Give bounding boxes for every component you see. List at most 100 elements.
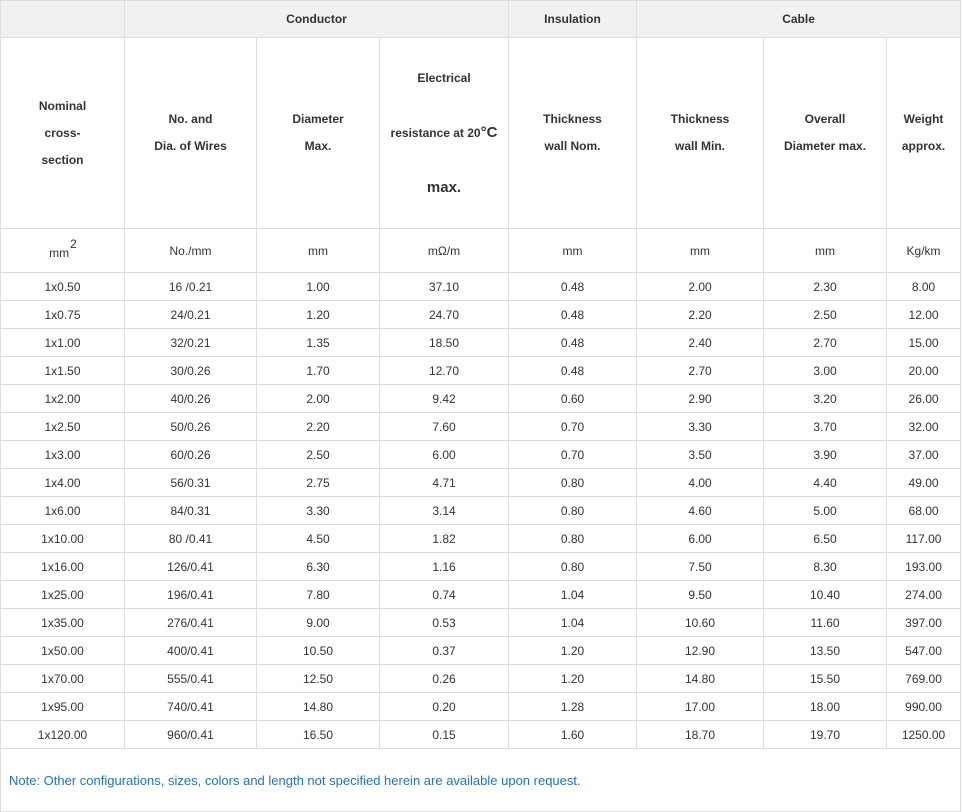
table-cell: 1x25.00 [0, 580, 125, 609]
electrical-resistance-line2: resistance at 20°C [390, 124, 498, 141]
table-cell: 400/0.41 [124, 636, 257, 665]
table-cell: 276/0.41 [124, 608, 257, 637]
table-cell: 6.50 [763, 524, 888, 553]
table-cell: 1x4.00 [0, 468, 125, 497]
table-cell: 1x10.00 [0, 524, 125, 553]
table-cell: 12.90 [636, 636, 765, 665]
table-row: 1x1.00 32/0.21 1.35 18.50 0.48 2.40 2.70 15.00 [0, 328, 962, 357]
table-cell: 16.50 [256, 720, 380, 749]
table-cell: 1x2.00 [0, 384, 125, 413]
table-cell: 1x120.00 [0, 720, 125, 749]
table-cell: 32.00 [886, 412, 962, 441]
table-cell: 2.30 [763, 272, 888, 301]
table-cell: 740/0.41 [124, 692, 257, 721]
table-cell: 2.50 [763, 300, 888, 329]
table-cell: 4.71 [378, 468, 510, 497]
table-cell: 32/0.21 [124, 328, 257, 357]
column-header-diameter: Diameter Max. [256, 37, 380, 229]
table-cell: 1x0.50 [0, 272, 125, 301]
table-cell: 14.80 [636, 664, 765, 693]
table-cell: 3.20 [763, 384, 888, 413]
table-cell: 397.00 [886, 608, 962, 637]
table-cell: 7.80 [256, 580, 380, 609]
note-row: Note: Other configurations, sizes, color… [0, 748, 962, 812]
table-cell: 15.50 [763, 664, 888, 693]
unit-cell-diameter: mm [256, 228, 380, 273]
table-cell: 0.37 [378, 636, 510, 665]
table-row: 1x35.00 276/0.41 9.00 0.53 1.04 10.60 11.60 397… [0, 608, 962, 637]
table-row: 1x1.50 30/0.26 1.70 12.70 0.48 2.70 3.00 20.00 [0, 356, 962, 385]
group-header-cable: Cable [636, 0, 962, 38]
table-cell: 1.82 [378, 524, 510, 553]
unit-cell-weight: Kg/km [886, 228, 962, 273]
table-cell: 9.42 [378, 384, 510, 413]
table-cell: 1x70.00 [0, 664, 125, 693]
table-cell: 1x95.00 [0, 692, 125, 721]
table-cell: 40/0.26 [124, 384, 257, 413]
table-cell: 2.70 [763, 328, 888, 357]
table-cell: 1.00 [256, 272, 380, 301]
table-cell: 3.30 [636, 412, 765, 441]
table-cell: 10.40 [763, 580, 888, 609]
column-header-wires: No. and Dia. of Wires [124, 37, 257, 229]
column-header-row: Nominal cross- section No. and Dia. of W… [0, 37, 962, 229]
table-cell: 18.70 [636, 720, 765, 749]
table-row: 1x70.00 555/0.41 12.50 0.26 1.20 14.80 15.50 76… [0, 664, 962, 693]
table-row: 1x2.50 50/0.26 2.20 7.60 0.70 3.30 3.70 32.00 [0, 412, 962, 441]
table-cell: 26.00 [886, 384, 962, 413]
table-cell: 10.60 [636, 608, 765, 637]
table-cell: 0.80 [508, 468, 638, 497]
table-cell: 11.60 [763, 608, 888, 637]
table-row: 1x120.00 960/0.41 16.50 0.15 1.60 18.70 19.70 1… [0, 720, 962, 749]
table-cell: 0.70 [508, 412, 638, 441]
table-cell: 1.16 [378, 552, 510, 581]
table-cell: 2.50 [256, 440, 380, 469]
table-cell: 2.20 [636, 300, 765, 329]
table-cell: 18.50 [378, 328, 510, 357]
unit-cell-resistance: mΩ/m [378, 228, 510, 273]
table-cell: 547.00 [886, 636, 962, 665]
table-cell: 2.20 [256, 412, 380, 441]
table-cell: 5.00 [763, 496, 888, 525]
table-cell: 1.04 [508, 580, 638, 609]
table-cell: 6.00 [636, 524, 765, 553]
table-row: 1x4.00 56/0.31 2.75 4.71 0.80 4.00 4.40 49.00 [0, 468, 962, 497]
table-cell: 1x1.00 [0, 328, 125, 357]
table-cell: 0.48 [508, 272, 638, 301]
electrical-resistance-line1: Electrical [417, 71, 471, 85]
table-row: 1x16.00 126/0.41 6.30 1.16 0.80 7.50 8.30 193.0… [0, 552, 962, 581]
table-cell: 9.00 [256, 608, 380, 637]
table-body: 1x0.50 16 /0.21 1.00 37.10 0.48 2.00 2.30 8.00 1… [0, 272, 962, 749]
table-cell: 37.00 [886, 440, 962, 469]
table-cell: 17.00 [636, 692, 765, 721]
group-header-insulation: Insulation [508, 0, 638, 38]
table-cell: 1.35 [256, 328, 380, 357]
group-header-empty [0, 0, 125, 38]
table-cell: 14.80 [256, 692, 380, 721]
table-cell: 49.00 [886, 468, 962, 497]
table-cell: 1x0.75 [0, 300, 125, 329]
table-cell: 2.40 [636, 328, 765, 357]
table-cell: 0.80 [508, 496, 638, 525]
table-row: 1x10.00 80 /0.41 4.50 1.82 0.80 6.00 6.50 117.0… [0, 524, 962, 553]
table-cell: 1x50.00 [0, 636, 125, 665]
table-row: 1x25.00 196/0.41 7.80 0.74 1.04 9.50 10.40 274.… [0, 580, 962, 609]
table-cell: 0.15 [378, 720, 510, 749]
table-cell: 0.48 [508, 328, 638, 357]
table-cell: 12.00 [886, 300, 962, 329]
table-cell: 1x1.50 [0, 356, 125, 385]
table-cell: 1.28 [508, 692, 638, 721]
electrical-resistance-line3: max. [426, 179, 462, 196]
table-cell: 50/0.26 [124, 412, 257, 441]
table-row: 1x2.00 40/0.26 2.00 9.42 0.60 2.90 3.20 26.00 [0, 384, 962, 413]
table-row: 1x0.75 24/0.21 1.20 24.70 0.48 2.20 2.50 12.00 [0, 300, 962, 329]
column-header-weight: Weight approx. [886, 37, 962, 229]
unit-cell-thickness-min: mm [636, 228, 765, 273]
units-row: mm2 No./mm mm mΩ/m mm mm mm Kg/km [0, 228, 962, 273]
table-cell: 30/0.26 [124, 356, 257, 385]
table-cell: 3.14 [378, 496, 510, 525]
table-cell: 117.00 [886, 524, 962, 553]
table-cell: 12.70 [378, 356, 510, 385]
unit-cell-thickness-nom: mm [508, 228, 638, 273]
